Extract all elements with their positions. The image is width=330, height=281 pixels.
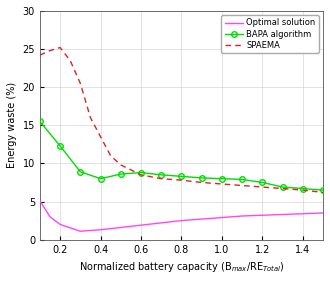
Optimal solution — [139, 223, 143, 227]
SPAEMA — [38, 53, 42, 57]
Optimal solution — [220, 216, 224, 219]
SPAEMA — [58, 46, 62, 49]
BAPA algorithm — [119, 173, 123, 176]
Optimal solution — [280, 213, 284, 216]
BAPA algorithm — [220, 177, 224, 180]
Line: SPAEMA: SPAEMA — [40, 47, 323, 192]
Legend: Optimal solution, BAPA algorithm, SPAEMA: Optimal solution, BAPA algorithm, SPAEMA — [221, 15, 319, 53]
Optimal solution — [321, 211, 325, 215]
Y-axis label: Energy waste (%): Energy waste (%) — [7, 82, 17, 168]
SPAEMA — [180, 178, 183, 182]
SPAEMA — [88, 116, 92, 119]
SPAEMA — [280, 187, 284, 190]
BAPA algorithm — [139, 171, 143, 174]
SPAEMA — [321, 191, 325, 194]
Line: Optimal solution: Optimal solution — [40, 201, 323, 231]
X-axis label: Normalized battery capacity (B$_{max}$/RE$_{Total}$): Normalized battery capacity (B$_{max}$/R… — [79, 260, 284, 274]
SPAEMA — [240, 184, 244, 187]
BAPA algorithm — [38, 120, 42, 123]
Optimal solution — [99, 228, 103, 232]
Optimal solution — [260, 214, 264, 217]
BAPA algorithm — [321, 188, 325, 192]
SPAEMA — [220, 182, 224, 186]
SPAEMA — [119, 163, 123, 167]
SPAEMA — [260, 185, 264, 189]
Optimal solution — [159, 221, 163, 225]
Optimal solution — [180, 219, 183, 222]
BAPA algorithm — [159, 173, 163, 176]
BAPA algorithm — [180, 175, 183, 178]
SPAEMA — [99, 135, 103, 139]
Optimal solution — [240, 214, 244, 218]
SPAEMA — [68, 59, 72, 62]
BAPA algorithm — [58, 144, 62, 148]
BAPA algorithm — [200, 176, 204, 180]
SPAEMA — [109, 154, 113, 157]
Optimal solution — [119, 226, 123, 229]
SPAEMA — [48, 49, 52, 52]
BAPA algorithm — [240, 178, 244, 181]
BAPA algorithm — [280, 185, 284, 189]
SPAEMA — [159, 177, 163, 180]
BAPA algorithm — [260, 181, 264, 184]
SPAEMA — [78, 82, 82, 85]
BAPA algorithm — [301, 187, 305, 190]
Optimal solution — [301, 212, 305, 216]
Optimal solution — [48, 215, 52, 218]
SPAEMA — [139, 173, 143, 176]
BAPA algorithm — [99, 177, 103, 180]
Optimal solution — [78, 230, 82, 233]
Optimal solution — [200, 217, 204, 221]
BAPA algorithm — [78, 170, 82, 173]
SPAEMA — [301, 188, 305, 192]
Optimal solution — [58, 223, 62, 226]
Line: BAPA algorithm: BAPA algorithm — [37, 119, 326, 193]
Optimal solution — [38, 199, 42, 202]
SPAEMA — [200, 181, 204, 184]
